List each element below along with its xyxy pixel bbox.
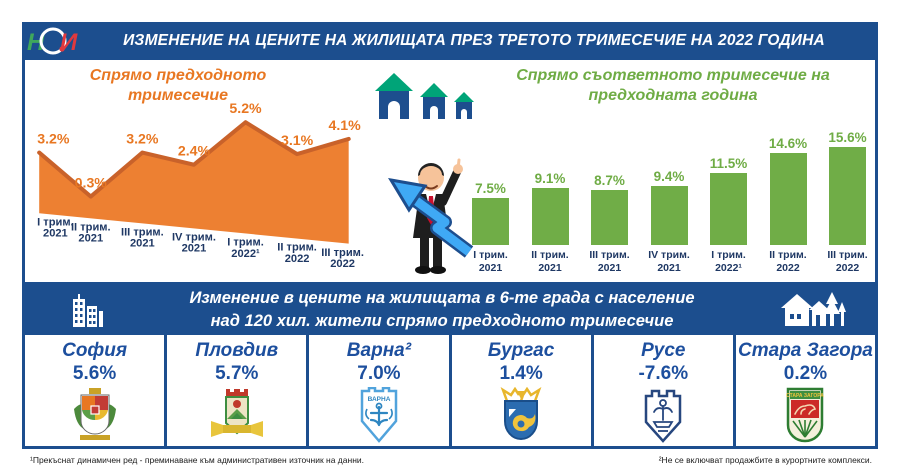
city-column-sofia: София 5.6% (25, 335, 168, 446)
band-line-2: над 120 хил. жители спрямо предходното т… (210, 312, 674, 330)
svg-text:СТАРА ЗАГОРА: СТАРА ЗАГОРА (787, 393, 825, 399)
stara-zagora-coat-of-arms: СТАРА ЗАГОРА (787, 387, 825, 443)
area-x-tick: II трим. (71, 221, 111, 233)
area-x-tick: IV трим. (172, 232, 216, 244)
bar (591, 190, 628, 245)
burgas-coat-of-arms (500, 386, 542, 440)
city-name: Варна² (346, 340, 412, 361)
svg-text:Н: Н (27, 29, 45, 56)
quarterly-area-chart: 3.2%0.3%3.2%2.4%5.2%3.1%4.1%I трим.2021I… (37, 100, 364, 270)
sofia-coat-of-arms (73, 388, 116, 440)
bar-x-tick: I трим. 2022¹ (711, 249, 746, 274)
bar (472, 197, 509, 245)
bar (769, 153, 807, 245)
cities-row: София 5.6% Пловдив 5.7% (22, 335, 878, 449)
city-column-varna: Варна² 7.0% ВАРНА (309, 335, 452, 446)
footnote-1: ¹Прекъснат динамичен ред - преминаване к… (30, 455, 364, 465)
city-value: 0.2% (783, 363, 828, 384)
city-column-burgas: Бургас 1.4% (452, 335, 594, 446)
village-houses-icon (781, 292, 846, 326)
bar (710, 172, 747, 245)
area-value-label: 3.2% (126, 130, 159, 146)
bar-column: 11.5% I трим. 2022¹ (701, 110, 756, 276)
svg-text:ВАРНА: ВАРНА (368, 396, 391, 403)
bar-column: 15.6% III трим. 2022 (820, 110, 875, 276)
bar-x-tick: IV трим. 2021 (648, 249, 690, 274)
bar-column: 7.5% I трим. 2021 (463, 110, 518, 276)
city-value: -7.6% (638, 363, 689, 384)
header-bar: Н И ИЗМЕНЕНИЕ НА ЦЕНИТЕ НА ЖИЛИЩАТА ПРЕЗ… (22, 22, 878, 60)
area-x-tick: I трим. (37, 216, 74, 228)
bar-value-label: 9.1% (534, 170, 566, 186)
area-value-label: 2.4% (178, 143, 211, 159)
footnote-2: ²Не се включват продажбите в курортните … (658, 455, 872, 465)
businessman-arrow-icon (388, 158, 474, 274)
bar-x-tick: III трим. 2021 (589, 249, 630, 274)
city-name: София (62, 340, 128, 361)
area-value-label: 4.1% (329, 117, 362, 133)
yearly-chart-title-text: Спрямо съответното тримесечие на предход… (516, 67, 830, 104)
city-value: 1.4% (499, 363, 543, 384)
bar-value-label: 15.6% (828, 129, 867, 145)
city-name: Стара Загора (738, 340, 873, 361)
varna-coat-of-arms: ВАРНА (360, 386, 398, 443)
nsi-logo-icon: Н И (27, 27, 78, 56)
bar-value-label: 9.4% (653, 168, 685, 184)
bar-x-tick: II трим. 2021 (531, 249, 569, 274)
bar-column: 9.4% IV трим. 2021 (642, 110, 697, 276)
ruse-coat-of-arms (645, 389, 682, 443)
bar-column: 14.6% II трим. 2022 (761, 110, 816, 276)
area-x-tick: 2021 (78, 233, 103, 245)
charts-panel: Спрямо предходното тримесечие Спрямо съо… (22, 60, 878, 285)
city-name: Русе (641, 340, 686, 361)
bar (650, 185, 688, 245)
area-x-tick: 2021 (182, 243, 207, 255)
area-x-tick: 2022 (330, 258, 355, 270)
area-x-tick: 2022¹ (231, 248, 260, 260)
city-column-ruse: Русе -7.6% (594, 335, 736, 446)
bar-value-label: 14.6% (768, 136, 808, 152)
plovdiv-coat-of-arms (210, 389, 263, 437)
area-x-tick: III трим. (321, 247, 364, 259)
city-value: 5.6% (72, 363, 117, 384)
bar-value-label: 11.5% (709, 155, 748, 171)
cities-band: Изменение в цените на жилищата в 6-те гр… (22, 285, 878, 335)
city-column-plovdiv: Пловдив 5.7% (167, 335, 310, 446)
band-line-1: Изменение в цените на жилищата в 6-те гр… (189, 288, 695, 307)
bar-x-tick: II трим. 2022 (769, 249, 807, 274)
area-value-label: 0.3% (75, 174, 108, 190)
bar (531, 187, 569, 245)
quarterly-chart-title: Спрямо предходното тримесечие (89, 67, 267, 104)
area-x-tick: I трим. (227, 237, 264, 249)
city-name: Пловдив (195, 340, 279, 361)
area-x-tick: II трим. (277, 242, 317, 254)
bar-value-label: 7.5% (475, 180, 506, 196)
city-name: Бургас (487, 340, 555, 361)
bar-x-tick: I трим. 2021 (473, 249, 508, 274)
bar (829, 146, 866, 245)
bar-value-label: 8.7% (594, 173, 625, 189)
area-value-label: 5.2% (229, 100, 262, 116)
area-x-tick: 2021 (130, 238, 155, 250)
bar-x-tick: III трим. 2022 (827, 249, 868, 274)
area-x-tick: III трим. (121, 227, 164, 239)
page-title: ИЗМЕНЕНИЕ НА ЦЕНИТЕ НА ЖИЛИЩАТА ПРЕЗ ТРЕ… (123, 32, 825, 49)
area-x-tick: 2021 (43, 228, 68, 240)
bar-column: 8.7% III трим. 2021 (582, 110, 637, 276)
content-frame: Н И ИЗМЕНЕНИЕ НА ЦЕНИТЕ НА ЖИЛИЩАТА ПРЕЗ… (22, 22, 878, 449)
city-value: 5.7% (215, 363, 259, 384)
svg-text:И: И (60, 29, 78, 56)
area-x-tick: 2022 (285, 253, 310, 265)
bar-column: 9.1% II трим. 2021 (523, 110, 578, 276)
city-column-stara-zagora: Стара Загора 0.2% СТАРА ЗАГОРА (736, 335, 875, 446)
band-text: Изменение в цените на жилищата в 6-те гр… (104, 287, 780, 333)
yearly-chart-title: Спрямо съответното тримесечие на предход… (473, 66, 873, 106)
yearly-bar-chart: 7.5% I трим. 2021 9.1% II трим. 2021 8.7% III т… (463, 110, 875, 276)
houses-icon (375, 73, 474, 119)
area-value-label: 3.1% (281, 132, 314, 148)
area-value-label: 3.2% (37, 130, 70, 146)
city-buildings-icon (73, 294, 103, 327)
city-value: 7.0% (357, 363, 401, 384)
